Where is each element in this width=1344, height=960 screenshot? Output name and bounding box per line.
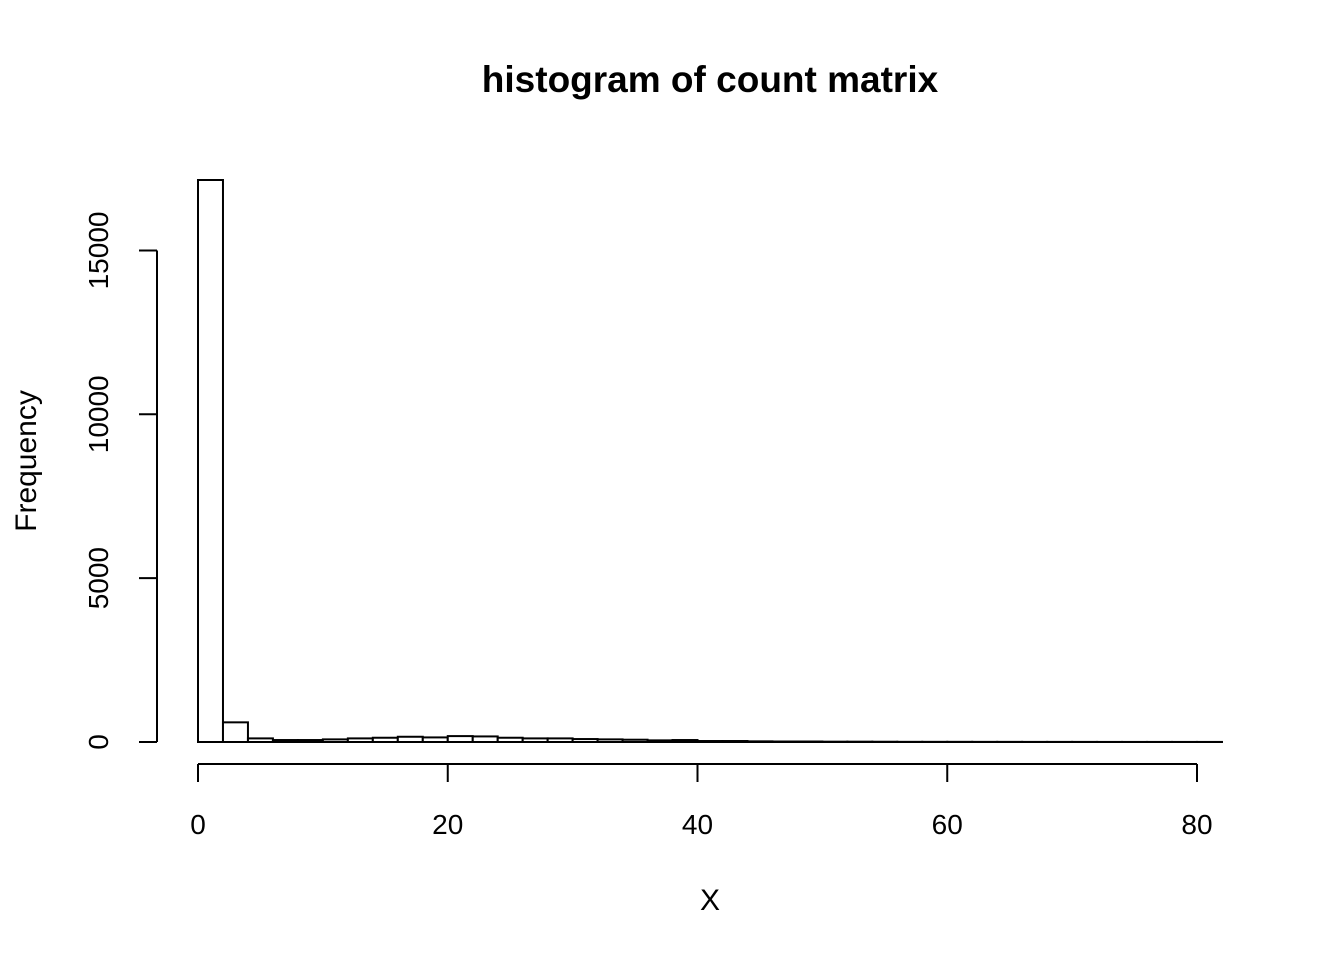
histogram-bar: [271, 739, 299, 743]
histogram-bar: [521, 737, 549, 743]
histogram-bar: [396, 735, 424, 743]
histogram-bar: [746, 740, 774, 743]
histogram-bar: [421, 736, 449, 743]
x-axis-label: X: [700, 884, 720, 917]
histogram-bar: [221, 721, 249, 744]
histogram-bar: [346, 737, 374, 743]
histogram-bar: [296, 739, 324, 743]
histogram-bar: [246, 737, 274, 743]
histogram-bar: [646, 739, 674, 743]
histogram-bar: [621, 738, 649, 743]
x-tick-label: 40: [682, 809, 713, 840]
histogram-bar: [321, 738, 349, 743]
histogram-bar: [696, 740, 724, 743]
histogram-bar: [496, 736, 524, 743]
histogram-bar: [721, 740, 749, 743]
y-tick-label: 5000: [83, 547, 114, 609]
y-tick-label: 15000: [83, 212, 114, 290]
chart-title: histogram of count matrix: [482, 59, 939, 100]
x-tick-label: 80: [1181, 809, 1212, 840]
histogram-bar: [471, 735, 499, 743]
x-axis: 0 20 40 60 80: [190, 763, 1213, 840]
histogram-bar: [197, 179, 224, 743]
histogram-bars: [197, 179, 1223, 744]
histogram-bar: [671, 739, 699, 743]
histogram-bar: [546, 737, 574, 743]
x-tick-label: 60: [932, 809, 963, 840]
x-tick-label: 0: [190, 809, 206, 840]
y-axis-label: Frequency: [10, 390, 43, 532]
y-tick-label: 10000: [83, 375, 114, 453]
histogram-bar: [571, 738, 599, 743]
x-tick-label: 20: [432, 809, 463, 840]
histogram-bar: [371, 736, 399, 743]
histogram-bar: [446, 735, 474, 743]
y-tick-label: 0: [83, 734, 114, 750]
histogram-bar: [596, 738, 624, 743]
y-axis: 0 5000 10000 15000: [83, 212, 158, 750]
